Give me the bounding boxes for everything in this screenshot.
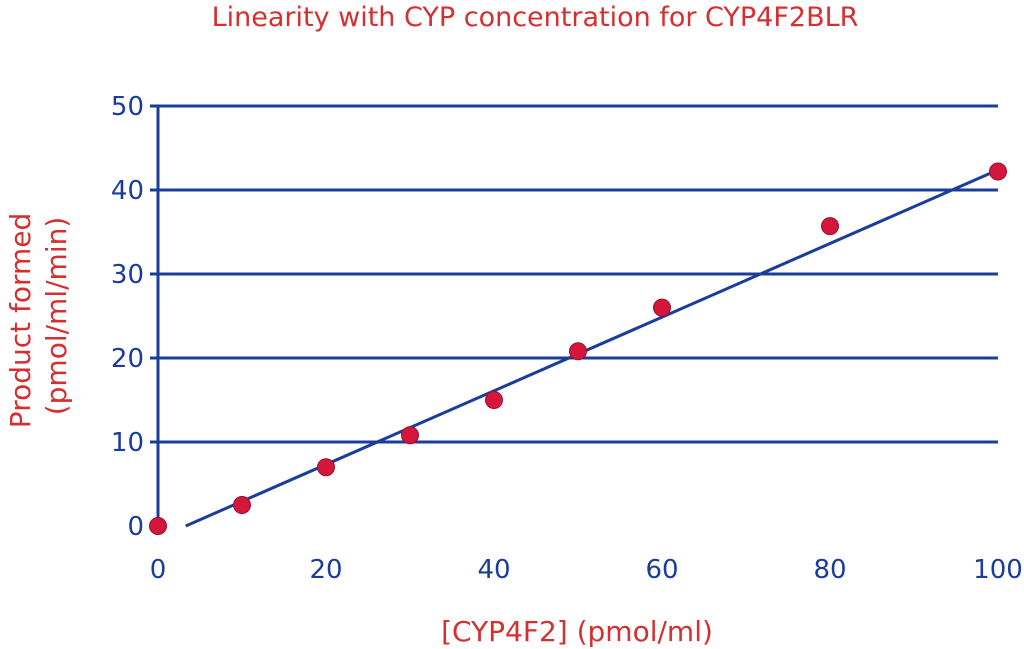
data-point-0 <box>149 517 167 535</box>
y-tick-label-1: 10 <box>111 428 144 458</box>
y-tick-label-5: 50 <box>111 92 144 122</box>
x-tick-label-0: 0 <box>150 555 167 585</box>
data-point-4 <box>485 391 503 409</box>
x-tick-label-1: 20 <box>309 555 342 585</box>
data-points <box>149 162 1007 535</box>
data-point-7 <box>821 217 839 236</box>
chart-title: Linearity with CYP concentration for CYP… <box>212 2 859 33</box>
x-tick-label-3: 60 <box>645 555 678 585</box>
x-tick-label-5: 100 <box>973 555 1023 585</box>
data-point-5 <box>569 342 587 361</box>
y-tick-labels: 0 10 20 30 40 50 <box>111 92 144 542</box>
axes <box>150 104 160 534</box>
y-axis-title: Product formed (pmol/ml/min) <box>4 204 73 428</box>
grid <box>158 104 998 444</box>
x-tick-labels: 0 20 40 60 80 100 <box>150 555 1023 585</box>
y-axis-title-line-1: Product formed <box>4 213 37 429</box>
trendline <box>185 168 999 528</box>
data-point-3 <box>401 426 419 445</box>
data-point-2 <box>317 458 335 477</box>
x-tick-label-4: 80 <box>813 555 846 585</box>
y-tick-label-0: 0 <box>127 512 144 542</box>
y-tick-label-2: 20 <box>111 344 144 374</box>
x-axis-title: [CYP4F2] (pmol/ml) <box>441 615 713 648</box>
trendline-group <box>185 168 999 528</box>
data-point-8 <box>989 162 1007 181</box>
y-axis-title-line-2: (pmol/ml/min) <box>40 217 73 416</box>
x-tick-label-2: 40 <box>477 555 510 585</box>
y-tick-label-4: 40 <box>111 176 144 206</box>
y-tick-label-3: 30 <box>111 260 144 290</box>
data-point-6 <box>653 298 671 317</box>
data-point-1 <box>233 496 251 514</box>
